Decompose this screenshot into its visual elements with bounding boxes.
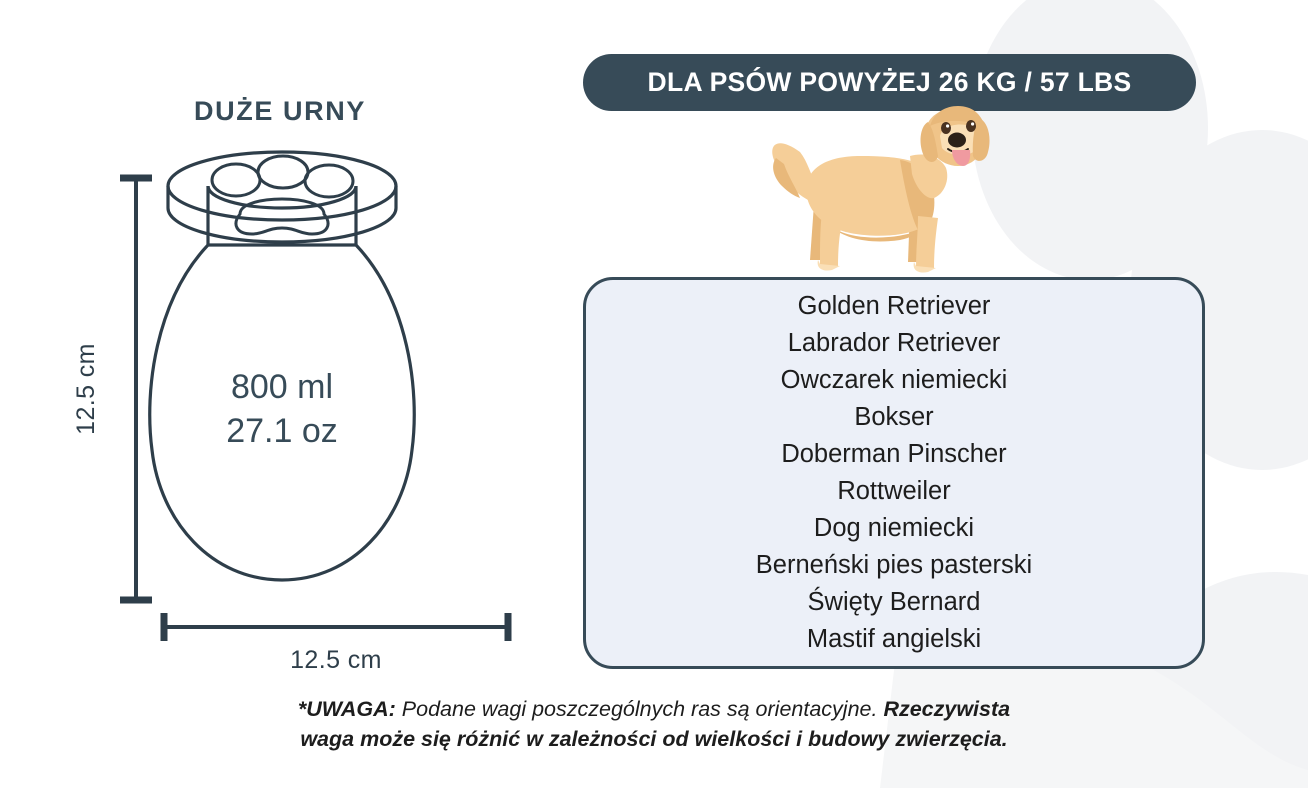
paw-toe-right xyxy=(303,163,355,199)
list-item: Owczarek niemiecki xyxy=(780,366,1008,394)
disclaimer-prefix: *UWAGA: xyxy=(297,697,396,721)
list-item: Bokser xyxy=(854,403,934,431)
paw-print-icon xyxy=(210,154,355,236)
urn-width-label: 12.5 cm xyxy=(290,646,382,674)
dog-tongue xyxy=(952,150,971,166)
disclaimer-line-1: *UWAGA: Podane wagi poszczególnych ras s… xyxy=(170,694,1138,724)
breed-list: Golden Retriever Labrador Retriever Owcz… xyxy=(583,277,1205,669)
urn-vessel xyxy=(148,150,416,582)
golden-retriever-icon xyxy=(772,106,990,273)
dog-front-paw xyxy=(913,262,936,273)
dog-belly-fringe xyxy=(830,226,924,242)
urn-body xyxy=(148,243,416,582)
width-dimension-line xyxy=(160,613,512,641)
dog-eye-left xyxy=(941,122,951,134)
list-item: Golden Retriever xyxy=(797,292,991,320)
weight-range-badge: DLA PSÓW POWYŻEJ 26 KG / 57 LBS xyxy=(583,54,1196,111)
disclaimer-line-2-text: waga może się różnić w zależności od wie… xyxy=(300,727,1008,751)
dog-eye-right xyxy=(966,120,976,132)
breed-panel: DLA PSÓW POWYŻEJ 26 KG / 57 LBS xyxy=(560,0,1308,788)
urn-height-label: 12.5 cm xyxy=(72,343,100,435)
disclaimer-line-2: waga może się różnić w zależności od wie… xyxy=(170,724,1138,754)
disclaimer-bold-tail: Rzeczywista xyxy=(883,697,1011,721)
urn-collar-bottom-arc xyxy=(206,185,358,210)
dog-ear-far xyxy=(920,122,938,162)
dog-hind-leg-near xyxy=(820,212,844,266)
dog-nose xyxy=(948,132,966,148)
paw-toe-middle xyxy=(256,154,310,190)
weight-range-label: DLA PSÓW POWYŻEJ 26 KG / 57 LBS xyxy=(647,67,1132,97)
disclaimer-note: *UWAGA: Podane wagi poszczególnych ras s… xyxy=(170,694,1138,754)
list-item: Święty Bernard xyxy=(807,588,981,616)
urn-diagram: 800 ml 27.1 oz 12.5 cm 12.5 cm xyxy=(72,150,512,674)
urn-panel: DUŻE URNY xyxy=(0,0,560,700)
list-item: Dog niemiecki xyxy=(813,514,975,542)
dog-hind-paw xyxy=(817,260,840,271)
urn-volume-ml: 800 ml xyxy=(231,368,333,406)
dog-illustration-wrap xyxy=(760,100,990,280)
dog-tail-fringe xyxy=(773,158,800,198)
list-item: Mastif angielski xyxy=(806,625,982,653)
urn-volume-oz: 27.1 oz xyxy=(226,412,338,450)
list-item: Doberman Pinscher xyxy=(781,440,1007,468)
urn-lid-top xyxy=(166,150,398,222)
list-item: Labrador Retriever xyxy=(787,329,1001,357)
urn-lid-skirt xyxy=(166,186,398,244)
dog-eye-left-glint xyxy=(946,124,950,128)
dog-ear-near xyxy=(972,118,990,161)
dog-neck xyxy=(910,154,948,199)
disclaimer-mid: Podane wagi poszczególnych ras są orient… xyxy=(395,697,884,721)
paw-toe-left xyxy=(210,162,262,198)
dog-eye-right-glint xyxy=(971,122,975,126)
height-dimension-line xyxy=(120,174,152,604)
paw-main-pad xyxy=(234,197,330,236)
dog-front-leg-near xyxy=(916,216,938,268)
page-title: DUŻE URNY xyxy=(194,96,366,126)
list-item: Berneński pies pasterski xyxy=(755,551,1033,579)
list-item: Rottweiler xyxy=(837,477,951,505)
